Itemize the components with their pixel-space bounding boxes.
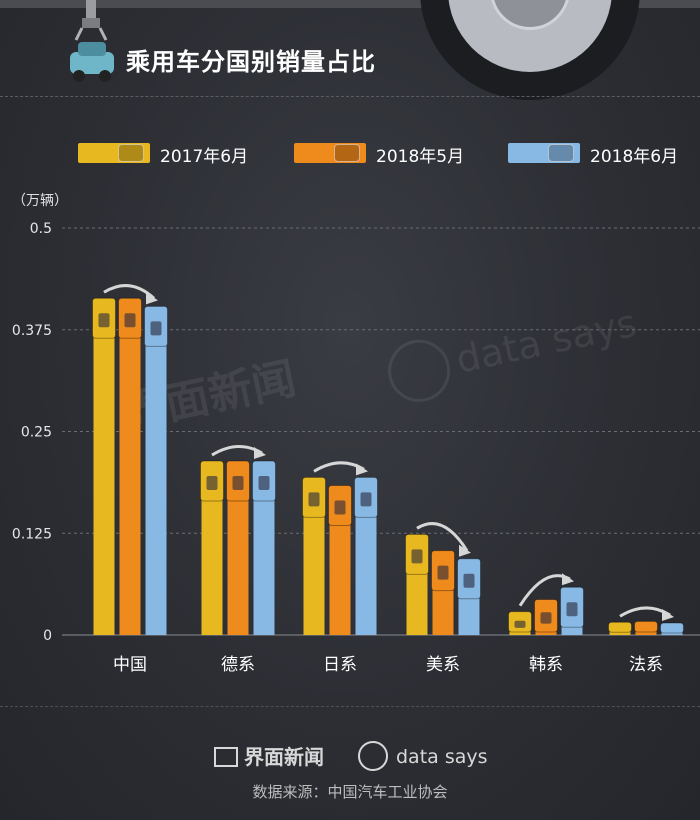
- brand-name: 界面新闻: [244, 745, 324, 769]
- car-window-icon: [232, 476, 244, 491]
- x-category-label: 美系: [426, 655, 460, 675]
- arrow-head-icon: [562, 573, 574, 586]
- page-title: 乘用车分国别销量占比: [126, 48, 376, 76]
- arrow-head-icon: [254, 447, 266, 460]
- bar: [303, 480, 325, 635]
- bar-chart: 0 0.125 0.25 0.375 0.5 中国 德系 日系 美系 韩系 法系: [12, 221, 700, 675]
- bar: [93, 301, 115, 635]
- car-window-icon: [308, 492, 320, 507]
- car-window-icon: [360, 492, 372, 507]
- x-category-label: 中国: [113, 655, 147, 675]
- legend-swatch: [508, 143, 580, 163]
- car-window-icon: [566, 602, 578, 617]
- car-window-icon: [98, 313, 110, 328]
- legend-label: 2018年6月: [590, 147, 679, 167]
- car-icon: [608, 621, 632, 633]
- car-window-icon: [206, 476, 218, 491]
- legend-label: 2017年6月: [160, 147, 249, 167]
- top-bar: [0, 0, 700, 8]
- datasays-logo-icon: [358, 741, 388, 771]
- brand-datasays: data says: [396, 746, 488, 768]
- car-window-icon: [540, 612, 552, 624]
- legend-swatch: [78, 143, 150, 163]
- car-window-icon: [514, 620, 526, 628]
- header: 乘用车分国别销量占比: [0, 0, 700, 97]
- bar: [355, 480, 377, 635]
- arrow-head-icon: [459, 544, 471, 557]
- arrow-head-icon: [356, 463, 368, 476]
- car-icon: [634, 620, 658, 633]
- datasays-logo: data says: [358, 741, 488, 771]
- arrow-head-icon: [146, 292, 158, 305]
- jiemian-logo: 界面新闻: [214, 741, 324, 770]
- x-category-label: 德系: [221, 655, 255, 675]
- y-tick-label: 0.25: [21, 425, 52, 441]
- y-tick-label: 0.125: [12, 526, 52, 542]
- footer: 界面新闻 data says 数据来源：中国汽车工业协会: [0, 706, 700, 820]
- bar: [253, 464, 275, 635]
- data-source: 数据来源：中国汽车工业协会: [252, 783, 448, 801]
- legend-swatch: [294, 143, 366, 163]
- y-tick-label: 0.375: [12, 323, 52, 339]
- car-window-icon: [150, 321, 162, 336]
- bar: [201, 464, 223, 635]
- bar: [227, 464, 249, 635]
- car-icon: [660, 622, 684, 634]
- legend-label: 2018年5月: [376, 147, 465, 167]
- car-icon: [334, 144, 360, 162]
- bar: [119, 301, 141, 635]
- car-window-icon: [437, 565, 449, 580]
- y-tick-label: 0.5: [30, 221, 52, 237]
- y-axis-unit: （万辆）: [12, 193, 68, 209]
- car-window-icon: [411, 549, 423, 564]
- car-window-icon: [258, 476, 270, 491]
- car-icon: [118, 144, 144, 162]
- car-window-icon: [463, 573, 475, 588]
- y-tick-label: 0: [43, 628, 52, 644]
- car-icon: [548, 144, 574, 162]
- crane-car-icon: [70, 0, 114, 82]
- car-window-icon: [334, 500, 346, 515]
- bar: [145, 309, 167, 635]
- x-category-label: 韩系: [529, 655, 563, 675]
- car-window-icon: [124, 313, 136, 328]
- arrow-head-icon: [662, 609, 674, 622]
- jiemian-logo-icon: [214, 747, 238, 767]
- x-category-label: 日系: [323, 655, 357, 675]
- x-category-label: 法系: [629, 655, 663, 675]
- trend-arrow: [416, 522, 469, 552]
